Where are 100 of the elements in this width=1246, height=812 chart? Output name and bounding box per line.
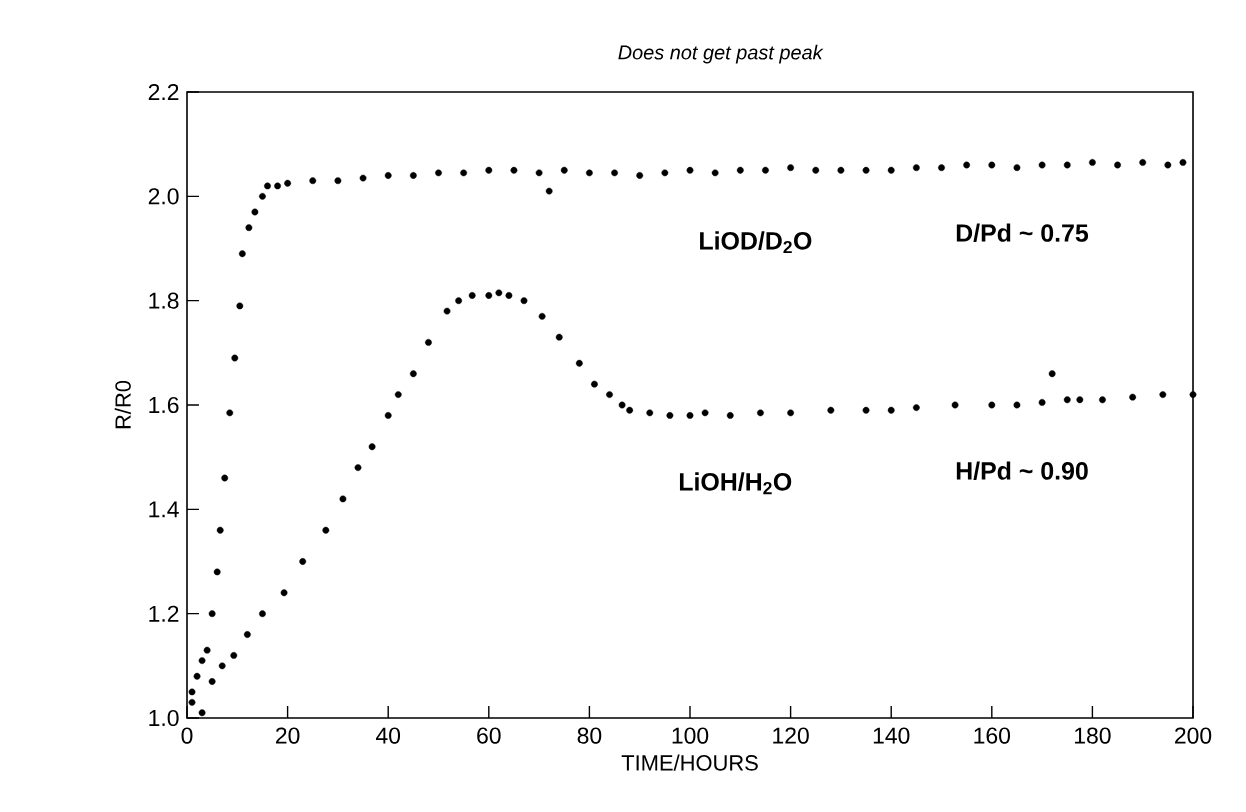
point <box>812 166 820 174</box>
point <box>221 474 229 482</box>
point <box>208 610 216 618</box>
point <box>425 339 432 346</box>
y-axis-title: R/R0 <box>114 380 131 429</box>
point <box>666 412 674 419</box>
annotation: H/Pd ~ 0.90 <box>956 461 1088 480</box>
point <box>1179 159 1187 166</box>
point <box>535 169 543 177</box>
point <box>1129 393 1137 401</box>
point <box>274 182 281 190</box>
x-tick-label: 100 <box>672 727 709 744</box>
x-axis-title: TIME/HOURS <box>621 754 758 771</box>
point <box>455 297 463 305</box>
x-tick-label: 60 <box>477 727 501 744</box>
point <box>1189 391 1197 398</box>
point <box>1063 396 1071 404</box>
point <box>787 409 794 417</box>
point <box>460 169 468 177</box>
x-tick-label: 40 <box>375 727 401 744</box>
point <box>322 526 330 534</box>
text: LiOH/H$_{2}$O <box>679 472 792 495</box>
point <box>661 169 669 177</box>
point <box>586 169 593 177</box>
x-tick-label: 160 <box>974 727 1011 744</box>
point <box>1063 161 1071 169</box>
point <box>1038 161 1046 169</box>
point <box>862 166 870 174</box>
point <box>339 495 347 503</box>
point <box>951 401 959 409</box>
point <box>259 610 266 618</box>
point <box>636 172 644 179</box>
point <box>231 354 239 362</box>
point <box>284 179 291 187</box>
point <box>1013 401 1021 409</box>
point <box>236 302 244 310</box>
x-tick-label: 0 <box>181 727 193 744</box>
y-tick-label: 1.8 <box>149 292 179 309</box>
point <box>409 172 417 179</box>
point <box>988 161 996 169</box>
point <box>1089 159 1096 166</box>
x-tick-label: 120 <box>773 727 809 744</box>
point <box>626 406 634 414</box>
x-tick-label: 80 <box>577 727 602 744</box>
point <box>988 401 996 409</box>
point <box>912 164 920 172</box>
point <box>736 166 744 174</box>
point <box>188 688 196 696</box>
point <box>359 174 367 182</box>
point <box>245 224 253 232</box>
point <box>510 166 518 174</box>
x-tick-label: 180 <box>1075 727 1111 744</box>
point <box>726 412 734 419</box>
point <box>468 292 476 299</box>
point <box>963 161 971 169</box>
point <box>238 250 246 258</box>
y-tick-label: 1.4 <box>149 501 179 518</box>
y-tick-label: 1.6 <box>149 396 179 414</box>
point <box>218 662 226 670</box>
point <box>912 404 920 411</box>
point <box>485 166 493 174</box>
point <box>384 172 392 179</box>
x-tick-label: 140 <box>873 727 910 744</box>
point <box>938 164 945 172</box>
point <box>646 409 654 417</box>
point <box>443 307 451 315</box>
point <box>887 166 895 174</box>
point <box>1099 396 1106 404</box>
point <box>611 169 618 177</box>
point <box>230 652 238 659</box>
point <box>762 166 769 174</box>
point <box>259 192 266 200</box>
point <box>545 187 553 195</box>
point <box>1139 159 1147 166</box>
point <box>334 177 342 185</box>
x-tick-label: 20 <box>276 727 300 744</box>
point <box>1013 164 1021 172</box>
point <box>208 678 216 685</box>
point <box>837 166 845 174</box>
point <box>485 292 493 299</box>
text: Does not get past peak <box>618 44 824 64</box>
point <box>251 208 259 216</box>
point <box>686 412 694 419</box>
point <box>203 646 211 654</box>
point <box>1114 161 1121 169</box>
point <box>591 380 598 388</box>
point <box>1048 370 1056 378</box>
point <box>757 409 764 417</box>
point <box>1038 399 1046 406</box>
point <box>198 657 206 664</box>
point <box>435 169 442 177</box>
point <box>188 698 196 706</box>
point <box>862 406 870 414</box>
point <box>193 672 201 680</box>
point <box>368 443 376 451</box>
point <box>887 406 895 414</box>
y-tick-label: 1.0 <box>149 709 179 727</box>
point <box>686 166 694 174</box>
text: LiOD/D$_{2}$O <box>700 231 812 254</box>
point <box>787 164 794 172</box>
